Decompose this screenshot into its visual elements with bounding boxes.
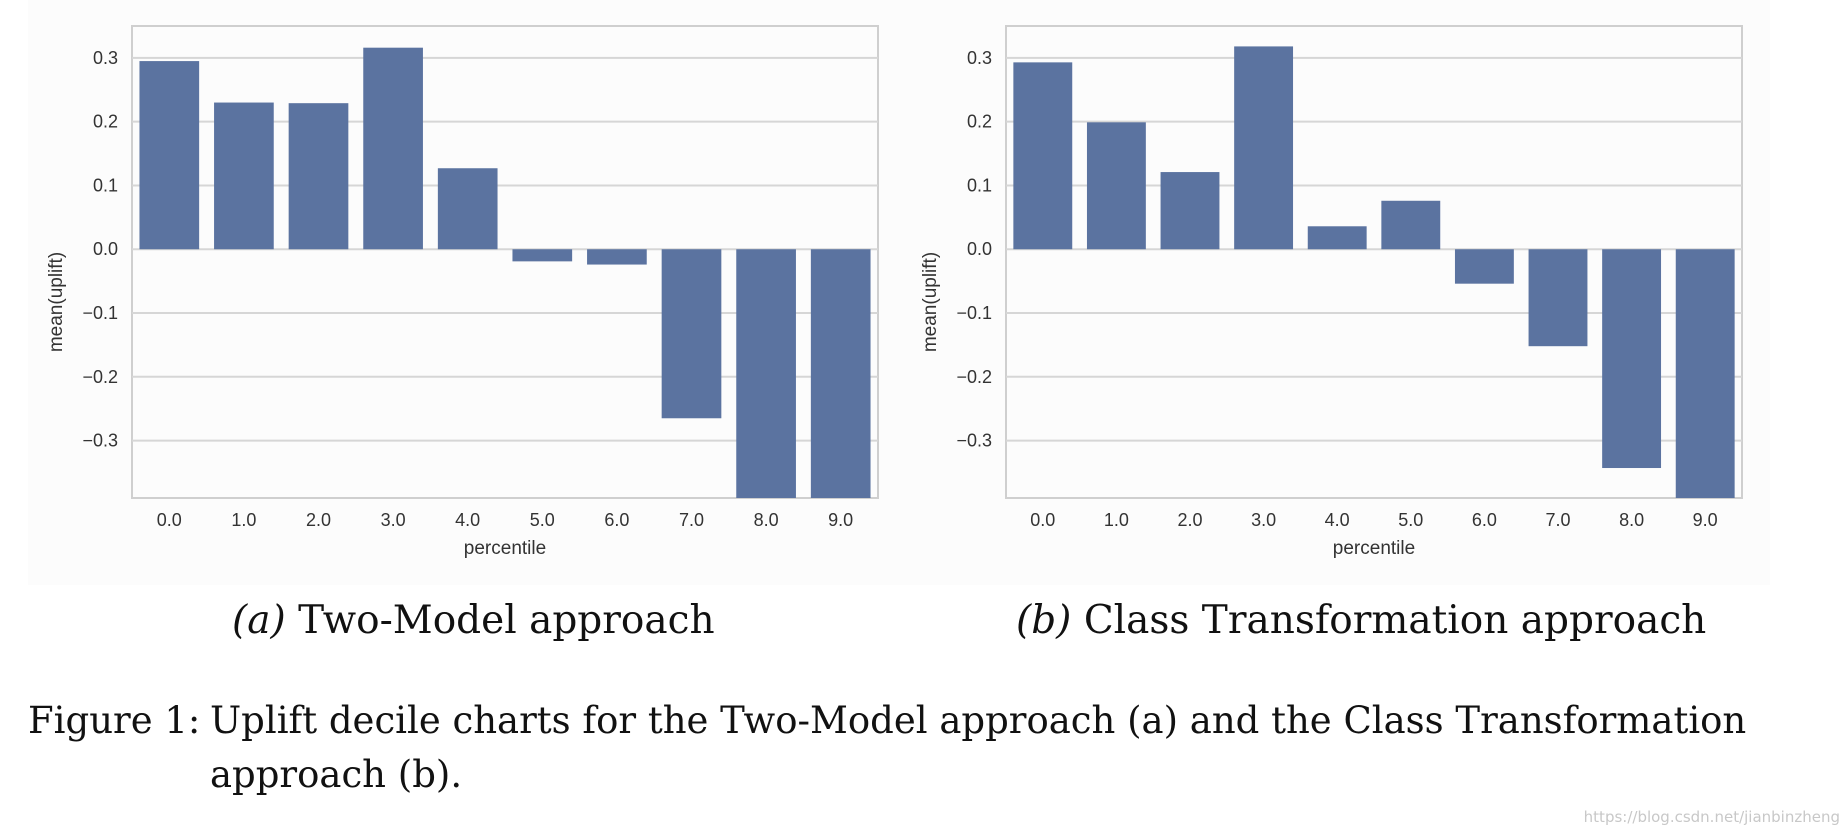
subcaption-b-tag: (b) [1016,598,1072,643]
chart-a-bar-8 [736,249,796,498]
chart-a-y-axis-label: mean(uplift) [46,252,67,352]
chart-a-ytick-label: −0.1 [82,303,118,323]
figure-caption-line2: approach (b). [210,753,463,796]
chart-a-x-axis-label: percentile [464,538,546,559]
figure-caption: Figure 1: Uplift decile charts for the Tw… [28,694,1746,802]
chart-a-bar-7 [661,249,722,419]
chart-b-ytick-label: 0.3 [967,48,992,68]
chart-b-bar-6 [1454,249,1514,284]
chart-a-xtick-label: 9.0 [828,510,853,530]
chart-a-xtick-label: 5.0 [530,510,555,530]
chart-a-bar-0 [139,61,200,250]
chart-class-transformation: 0.3 0.2 0.1 0.0 −0.1 −0.2 −0.3 0.0 1.0 2.0 3.0 4.0 5… [902,0,1770,585]
chart-b-ytick-label: 0.1 [967,175,992,195]
chart-b-ytick-label: −0.1 [956,303,992,323]
chart-a-xtick-label: 2.0 [306,510,331,530]
chart-a-xtick-label: 1.0 [231,510,256,530]
chart-a-bar-5 [512,249,573,262]
chart-b-bar-5 [1381,200,1441,250]
watermark: https://blog.csdn.net/jianbinzheng [1583,808,1840,826]
chart-a-xtick-label: 3.0 [381,510,406,530]
chart-b-xtick-label: 0.0 [1030,510,1055,530]
chart-a-bar-1 [214,102,274,250]
chart-b-xtick-label: 5.0 [1398,510,1423,530]
chart-a-ytick-label: −0.3 [82,431,118,451]
chart-b-bar-3 [1234,46,1294,250]
chart-a-bar-4 [437,168,498,250]
chart-b-bar-0 [1013,62,1073,250]
subcaption-b: (b) Class Transformation approach [1016,598,1706,643]
chart-b-xtick-label: 9.0 [1693,510,1718,530]
chart-b-ytick-label: −0.3 [956,431,992,451]
chart-a-ytick-label: −0.2 [82,367,118,387]
chart-b-xtick-label: 1.0 [1104,510,1129,530]
chart-a-bar-6 [587,249,647,265]
chart-b-xtick-label: 2.0 [1177,510,1202,530]
chart-a-bar-9 [810,249,871,498]
chart-b-ytick-label: −0.2 [956,367,992,387]
chart-b-bar-4 [1307,226,1367,250]
subcaption-a-tag: (a) [232,598,286,643]
figure-caption-line1: Uplift decile charts for the Two-Model a… [210,699,1747,742]
chart-a-xtick-label: 8.0 [754,510,779,530]
chart-b-bar-2 [1160,172,1220,250]
chart-a-xtick-label: 0.0 [157,510,182,530]
chart-a-xtick-label: 6.0 [604,510,629,530]
chart-b-xtick-label: 7.0 [1545,510,1570,530]
chart-a-bar-3 [363,47,423,250]
chart-b-bar-1 [1086,122,1146,250]
chart-b-xtick-label: 4.0 [1325,510,1350,530]
chart-a-ytick-label: 0.0 [93,239,118,259]
chart-two-model: 0.3 0.2 0.1 0.0 −0.1 −0.2 −0.3 0.0 1.0 2.0 3.0 4.0 5… [28,0,906,585]
chart-b-ytick-label: 0.0 [967,239,992,259]
subcaption-a-text: Two-Model approach [298,598,715,643]
chart-b-xtick-label: 3.0 [1251,510,1276,530]
subcaption-a: (a) Two-Model approach [232,598,715,643]
chart-a-xtick-label: 4.0 [455,510,480,530]
chart-b-bar-9 [1675,249,1735,498]
chart-b-bar-7 [1528,249,1588,347]
chart-a-ytick-label: 0.1 [93,175,118,195]
chart-b-xtick-label: 6.0 [1472,510,1497,530]
chart-a-xtick-label: 7.0 [679,510,704,530]
chart-b-xtick-label: 8.0 [1619,510,1644,530]
chart-b-bar-8 [1602,249,1662,469]
chart-b-x-axis-label: percentile [1333,538,1415,559]
chart-a-ytick-label: 0.2 [93,112,118,132]
chart-a-ytick-label: 0.3 [93,48,118,68]
subcaption-b-text: Class Transformation approach [1083,598,1707,643]
chart-b-y-axis-label: mean(uplift) [920,252,941,352]
chart-a-bar-2 [288,103,349,250]
figure-caption-label: Figure 1: [28,699,201,742]
chart-b-ytick-label: 0.2 [967,112,992,132]
